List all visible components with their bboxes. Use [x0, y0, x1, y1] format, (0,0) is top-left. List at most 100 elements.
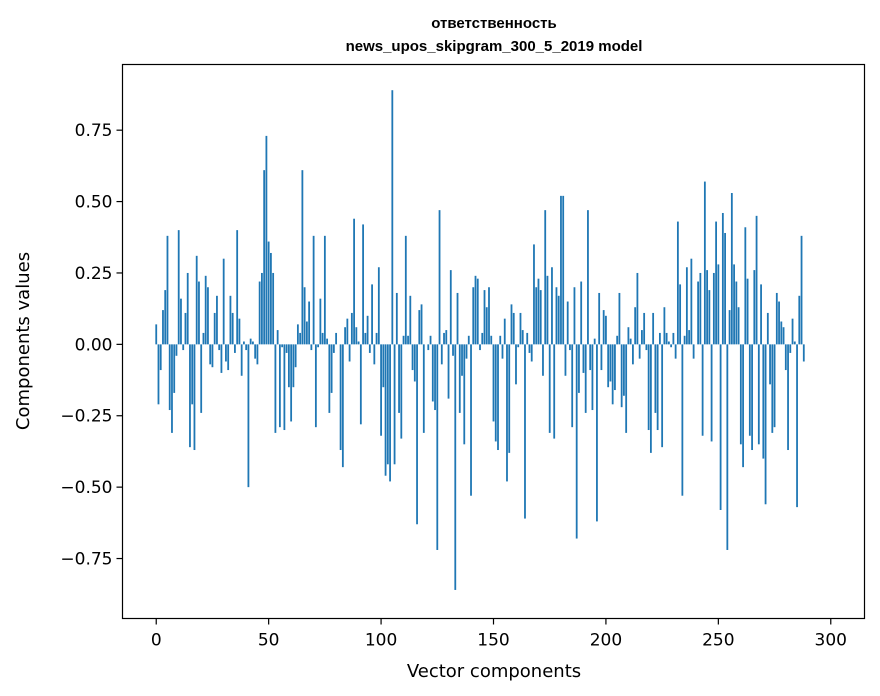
bar — [175, 344, 178, 356]
bar — [452, 344, 454, 356]
bar — [294, 344, 297, 368]
bar — [596, 344, 598, 522]
bar — [173, 344, 176, 393]
bar — [213, 312, 216, 345]
bar — [508, 344, 511, 453]
bar — [715, 221, 717, 345]
bar — [193, 344, 196, 451]
y-axis-label: Components values — [13, 252, 34, 430]
bar — [222, 258, 225, 345]
bar — [796, 344, 798, 508]
bar — [162, 310, 164, 345]
bar — [751, 344, 753, 451]
bar — [263, 170, 266, 345]
bar — [261, 272, 263, 345]
bar — [287, 344, 290, 388]
bar — [535, 287, 538, 345]
bar — [303, 287, 306, 345]
bar — [672, 332, 675, 345]
bar — [526, 332, 529, 345]
bar — [404, 235, 407, 345]
bar — [670, 344, 673, 348]
bar — [445, 330, 448, 345]
bar — [753, 270, 756, 345]
bar — [463, 344, 466, 445]
bar — [267, 241, 270, 345]
bar — [416, 344, 418, 525]
bar — [168, 344, 171, 411]
bar — [474, 275, 477, 345]
bar — [357, 341, 360, 345]
bar — [332, 344, 335, 353]
bar — [218, 344, 221, 351]
bar — [562, 195, 565, 345]
bar — [281, 344, 284, 348]
bar — [443, 332, 445, 345]
bar — [697, 281, 700, 345]
bar — [481, 332, 484, 345]
bar — [166, 235, 169, 345]
bar — [703, 181, 706, 345]
bar — [625, 344, 628, 433]
bar — [766, 312, 769, 345]
bar — [159, 344, 162, 371]
bar — [420, 304, 423, 345]
bar — [301, 170, 304, 345]
bar — [515, 344, 517, 385]
bar — [773, 344, 776, 428]
bar — [654, 344, 657, 413]
bar — [778, 301, 780, 345]
bar — [366, 315, 369, 345]
bar — [278, 344, 281, 428]
bar — [447, 344, 450, 399]
bar — [319, 298, 322, 345]
bar — [566, 301, 569, 345]
bar — [667, 341, 670, 345]
bar — [551, 267, 553, 345]
bar — [609, 344, 612, 382]
bar — [569, 344, 571, 351]
bar — [690, 258, 693, 345]
bar — [739, 344, 742, 445]
bar — [476, 278, 479, 345]
bar — [798, 295, 801, 345]
bar — [220, 344, 223, 373]
bar — [616, 335, 619, 345]
bar — [524, 344, 526, 519]
bar — [800, 235, 803, 345]
bar — [402, 335, 405, 345]
bar — [760, 284, 762, 345]
bar — [386, 344, 389, 465]
bar — [490, 335, 493, 345]
bar — [276, 330, 279, 345]
bar — [641, 330, 643, 345]
bar — [679, 284, 682, 345]
bar — [198, 281, 200, 345]
x-tick-label: 0 — [151, 631, 162, 651]
bar — [685, 267, 688, 345]
bar — [189, 344, 191, 448]
bar — [757, 344, 760, 445]
bar — [528, 344, 531, 353]
bar — [771, 344, 774, 433]
bar — [708, 290, 711, 345]
bar — [395, 292, 398, 345]
bar — [658, 332, 661, 345]
bar — [638, 344, 641, 359]
bar — [782, 327, 785, 345]
bar — [231, 312, 234, 345]
y-tick-label: 0.25 — [75, 264, 113, 284]
bar — [775, 292, 778, 345]
bar — [274, 344, 277, 433]
bar — [393, 344, 396, 465]
bar — [458, 344, 461, 413]
bar — [674, 344, 677, 359]
bar — [692, 344, 695, 359]
bar — [578, 344, 580, 393]
x-axis-label: Vector components — [407, 661, 581, 682]
bar — [652, 312, 655, 345]
bar — [717, 264, 720, 345]
bar — [521, 330, 524, 345]
bar — [575, 344, 578, 539]
